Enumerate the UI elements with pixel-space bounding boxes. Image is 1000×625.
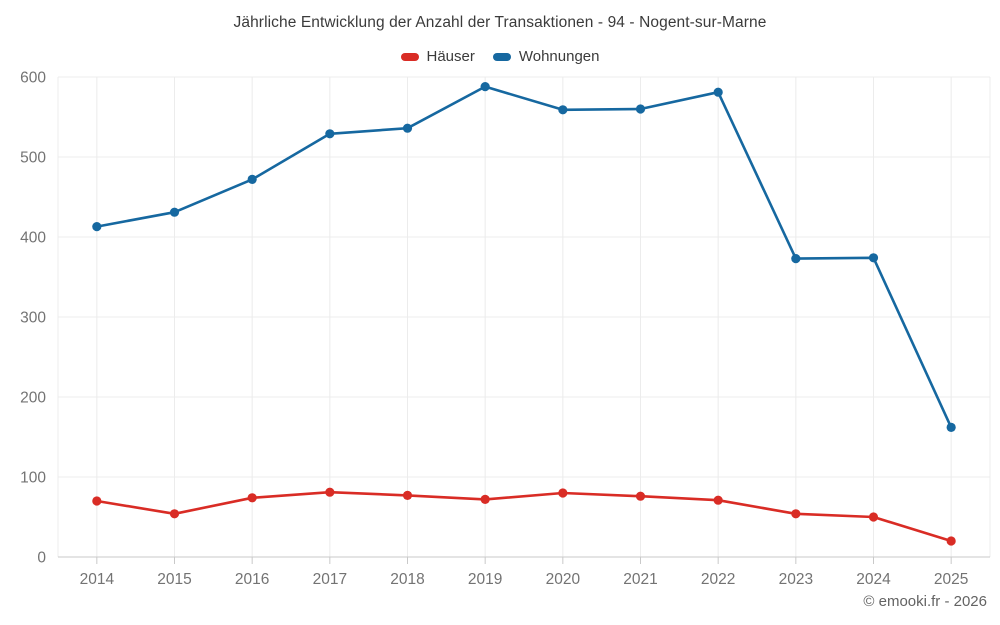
chart-title: Jährliche Entwicklung der Anzahl der Tra… bbox=[233, 14, 767, 31]
data-point-haeuser-2023[interactable] bbox=[791, 509, 801, 519]
x-axis-label: 2025 bbox=[934, 571, 968, 588]
data-point-wohnungen-2023[interactable] bbox=[791, 254, 801, 264]
data-point-wohnungen-2017[interactable] bbox=[325, 129, 335, 139]
data-point-haeuser-2024[interactable] bbox=[868, 512, 879, 522]
data-point-haeuser-2016[interactable] bbox=[247, 493, 257, 503]
x-axis-label: 2015 bbox=[157, 571, 191, 588]
y-axis-tick-label: 300 bbox=[20, 310, 46, 327]
data-point-wohnungen-2021[interactable] bbox=[635, 104, 646, 114]
data-point-haeuser-2021[interactable] bbox=[635, 491, 646, 501]
data-point-haeuser-2025[interactable] bbox=[946, 536, 956, 546]
x-axis-label: 2022 bbox=[701, 571, 735, 588]
data-point-wohnungen-2024[interactable] bbox=[868, 253, 879, 263]
x-axis-label: 2017 bbox=[313, 571, 347, 588]
data-point-wohnungen-2019[interactable] bbox=[480, 82, 490, 92]
data-point-wohnungen-2022[interactable] bbox=[713, 87, 723, 97]
y-axis-tick-label: 0 bbox=[37, 550, 46, 567]
legend-item-haeuser[interactable]: Häuser bbox=[400, 48, 475, 65]
data-point-wohnungen-2016[interactable] bbox=[247, 174, 257, 184]
legend-swatch-haeuser bbox=[400, 52, 419, 61]
legend-swatch-wohnungen bbox=[492, 52, 511, 61]
data-point-wohnungen-2015[interactable] bbox=[169, 207, 180, 217]
data-point-haeuser-2019[interactable] bbox=[480, 494, 490, 504]
x-axis-label: 2016 bbox=[235, 571, 269, 588]
legend-label-wohnungen: Wohnungen bbox=[518, 48, 600, 65]
data-point-wohnungen-2020[interactable] bbox=[558, 105, 568, 115]
y-axis-tick-label: 500 bbox=[20, 150, 46, 167]
data-point-haeuser-2018[interactable] bbox=[402, 490, 413, 500]
y-axis-tick-label: 400 bbox=[20, 230, 46, 247]
data-point-wohnungen-2025[interactable] bbox=[946, 422, 956, 432]
data-point-haeuser-2014[interactable] bbox=[92, 496, 102, 506]
legend-label-haeuser: Häuser bbox=[426, 48, 475, 65]
data-point-wohnungen-2014[interactable] bbox=[92, 222, 102, 232]
x-axis-label: 2018 bbox=[390, 571, 424, 588]
x-axis-label: 2021 bbox=[623, 571, 657, 588]
data-point-haeuser-2020[interactable] bbox=[558, 488, 568, 498]
data-point-haeuser-2017[interactable] bbox=[325, 487, 335, 497]
y-axis-tick-label: 200 bbox=[20, 390, 46, 407]
data-point-wohnungen-2018[interactable] bbox=[402, 123, 413, 133]
x-axis-label: 2014 bbox=[80, 571, 115, 588]
data-point-haeuser-2022[interactable] bbox=[713, 495, 723, 505]
x-axis-label: 2023 bbox=[779, 571, 813, 588]
x-axis-label: 2019 bbox=[468, 571, 502, 588]
y-axis-tick-label: 100 bbox=[20, 470, 46, 487]
legend-item-wohnungen[interactable]: Wohnungen bbox=[492, 48, 600, 65]
series-line-wohnungen bbox=[95, 85, 953, 429]
copyright-credit: © emooki.fr - 2026 bbox=[863, 593, 987, 610]
series-line-haeuser bbox=[95, 490, 953, 543]
legend: Häuser Wohnungen bbox=[0, 48, 1000, 65]
x-axis-label: 2020 bbox=[546, 571, 581, 588]
y-axis-tick-label: 600 bbox=[20, 70, 46, 87]
data-point-haeuser-2015[interactable] bbox=[169, 509, 180, 519]
x-axis-label: 2024 bbox=[856, 571, 891, 588]
